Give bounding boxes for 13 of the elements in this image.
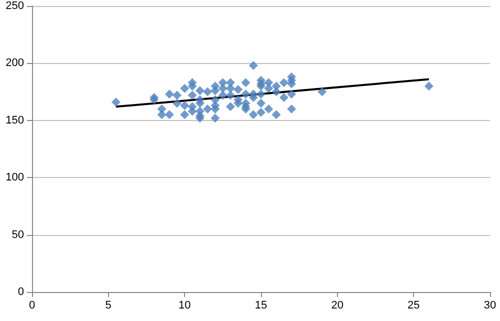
y-tick-label: 100: [6, 172, 24, 184]
x-tick-label: 0: [28, 300, 36, 312]
x-tick-label: 25: [408, 300, 420, 312]
y-tick-label: 0: [18, 286, 24, 298]
y-tick-label: 200: [6, 57, 24, 70]
y-tick-label: 150: [6, 114, 24, 126]
x-tick-label: 20: [331, 300, 344, 312]
x-tick-label: 10: [178, 300, 191, 312]
x-tick-label: 30: [484, 300, 496, 312]
y-tick-label: 50: [12, 228, 24, 241]
x-tick-label: 15: [254, 300, 268, 312]
y-tick-label: 250: [6, 0, 24, 12]
x-tick-label: 5: [105, 300, 112, 312]
